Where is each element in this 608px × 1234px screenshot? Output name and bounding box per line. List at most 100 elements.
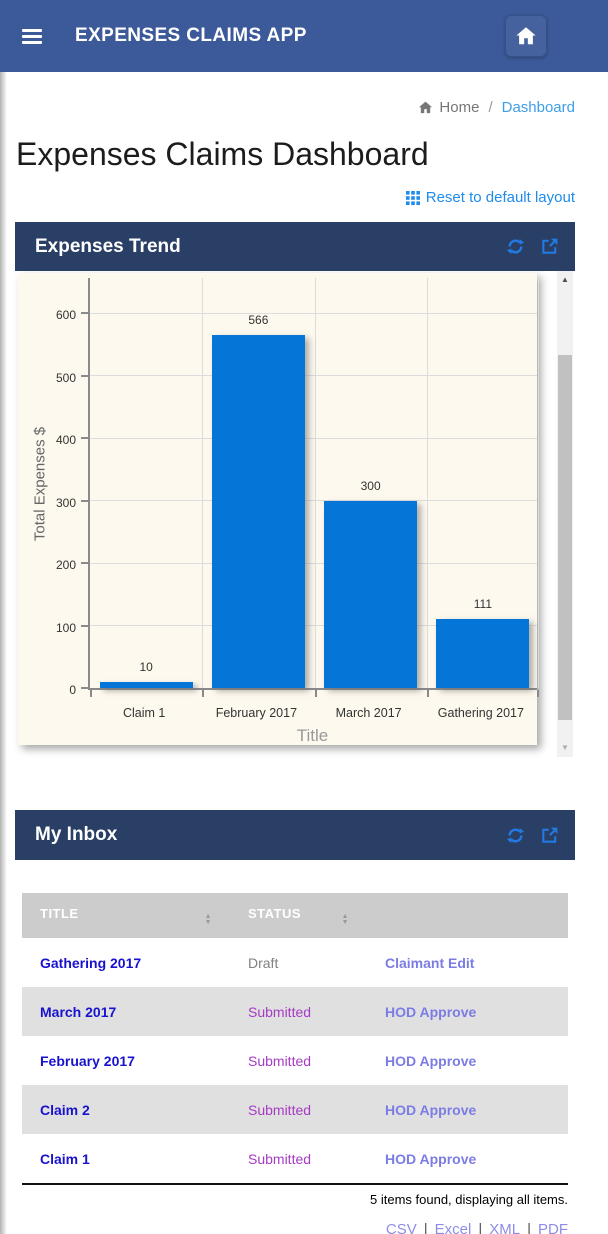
x-category-label: Claim 1 xyxy=(122,706,166,720)
expenses-trend-panel: Expenses Trend Total Expenses $ 10 566 300… xyxy=(15,222,575,757)
gridline-vertical xyxy=(314,278,316,688)
export-link-excel[interactable]: Excel xyxy=(434,1221,472,1234)
claim-title-link[interactable]: Claim 1 xyxy=(40,1150,90,1167)
table-header-row: TITLE ▲ ▼ STATUS ▲ ▼ xyxy=(22,893,568,938)
y-tick-mark xyxy=(81,562,88,565)
export-link-xml[interactable]: XML xyxy=(489,1221,521,1234)
my-inbox-header: My Inbox xyxy=(15,810,575,860)
sort-icon[interactable]: ▲ ▼ xyxy=(341,912,349,926)
y-tick-mark xyxy=(81,499,88,502)
gridline-horizontal xyxy=(90,625,537,627)
status-cell: Draft xyxy=(230,938,367,987)
chart-bar[interactable] xyxy=(99,681,193,688)
status-badge: Draft xyxy=(248,954,279,971)
chart-area: Total Expenses $ 10 566 300 111 0 100 200 300 4… xyxy=(18,273,539,745)
page-title: Expenses Claims Dashboard xyxy=(16,136,429,172)
title-cell: March 2017 xyxy=(22,987,230,1036)
x-axis-title: Title xyxy=(296,726,329,745)
action-link[interactable]: HOD Approve xyxy=(385,1101,477,1118)
x-tick-mark xyxy=(537,690,539,697)
y-tick-mark xyxy=(81,624,88,627)
scrollbar-down-icon[interactable]: ▼ xyxy=(561,743,569,752)
x-category-label: February 2017 xyxy=(215,706,298,720)
y-tick-label: 100 xyxy=(55,620,76,635)
y-tick-label: 200 xyxy=(55,558,76,573)
y-tick-mark xyxy=(81,687,88,689)
claim-title-link[interactable]: Gathering 2017 xyxy=(40,954,142,971)
status-cell: Submitted xyxy=(230,1036,367,1085)
reset-layout-link[interactable]: Reset to default layout xyxy=(405,189,575,206)
expenses-trend-title: Expenses Trend xyxy=(35,235,181,257)
export-links: CSV | Excel | XML | PDF xyxy=(22,1221,568,1234)
scrollbar-thumb[interactable] xyxy=(558,355,572,720)
expenses-trend-header: Expenses Trend xyxy=(15,222,575,271)
refresh-icon[interactable] xyxy=(506,237,525,256)
title-cell: Gathering 2017 xyxy=(22,938,230,987)
action-link[interactable]: HOD Approve xyxy=(385,1003,477,1020)
status-badge: Submitted xyxy=(248,1003,312,1020)
grid-icon xyxy=(405,190,420,205)
table-row: February 2017 Submitted HOD Approve xyxy=(22,1036,568,1085)
breadcrumb-current[interactable]: Dashboard xyxy=(501,99,575,116)
gridline-vertical xyxy=(538,278,539,688)
scrollbar-up-icon[interactable]: ▲ xyxy=(561,275,569,284)
y-tick-label: 0 xyxy=(69,683,76,697)
menu-icon[interactable] xyxy=(22,28,42,44)
gridline-vertical xyxy=(426,278,428,688)
chart-scrollbar[interactable]: ▲ ▼ xyxy=(557,271,573,757)
expenses-trend-chart: Total Expenses $ 10 566 300 111 0 100 200 300 4… xyxy=(15,271,575,757)
title-cell: Claim 1 xyxy=(22,1134,230,1183)
status-cell: Submitted xyxy=(230,1085,367,1134)
status-cell: Submitted xyxy=(230,987,367,1036)
refresh-icon[interactable] xyxy=(506,826,525,845)
action-link[interactable]: HOD Approve xyxy=(385,1052,477,1069)
gridline-horizontal xyxy=(90,500,537,502)
chart-bar[interactable] xyxy=(211,334,305,688)
table-footer-rule xyxy=(22,1183,568,1185)
y-tick-mark xyxy=(81,374,88,377)
action-link[interactable]: HOD Approve xyxy=(385,1150,477,1167)
x-tick-mark xyxy=(426,690,429,697)
x-tick-mark xyxy=(314,690,317,697)
external-link-icon[interactable] xyxy=(540,237,559,256)
y-tick-label: 400 xyxy=(55,433,76,448)
y-tick-label: 600 xyxy=(55,308,76,323)
table-row: Claim 2 Submitted HOD Approve xyxy=(22,1085,568,1134)
status-badge: Submitted xyxy=(248,1150,312,1167)
export-link-csv[interactable]: CSV xyxy=(385,1221,417,1234)
sort-icon[interactable]: ▲ ▼ xyxy=(204,912,212,926)
x-category-label: March 2017 xyxy=(335,706,402,720)
action-link[interactable]: Claimant Edit xyxy=(385,954,475,971)
items-summary: 5 items found, displaying all items. xyxy=(370,1192,568,1207)
breadcrumb-home[interactable]: Home xyxy=(439,99,480,116)
status-cell: Submitted xyxy=(230,1134,367,1183)
column-header-status[interactable]: STATUS ▲ ▼ xyxy=(230,893,367,938)
bar-value-label: 566 xyxy=(248,312,269,327)
column-header-title[interactable]: TITLE ▲ ▼ xyxy=(22,893,230,938)
export-separator: | xyxy=(478,1221,483,1234)
x-category-label: Gathering 2017 xyxy=(437,706,524,720)
bar-value-label: 300 xyxy=(360,478,381,493)
reset-layout-label: Reset to default layout xyxy=(425,189,575,206)
chart-bar[interactable] xyxy=(436,618,530,688)
claim-title-link[interactable]: March 2017 xyxy=(40,1003,117,1020)
home-button[interactable] xyxy=(505,15,547,57)
title-cell: February 2017 xyxy=(22,1036,230,1085)
bar-value-label: 10 xyxy=(139,659,153,674)
claim-title-link[interactable]: Claim 2 xyxy=(40,1101,90,1118)
y-tick-mark xyxy=(81,312,88,315)
table-row: March 2017 Submitted HOD Approve xyxy=(22,987,568,1036)
external-link-icon[interactable] xyxy=(540,826,559,845)
export-separator: | xyxy=(527,1221,531,1234)
my-inbox-title: My Inbox xyxy=(35,824,118,845)
export-link-pdf[interactable]: PDF xyxy=(538,1221,568,1234)
chart-bar[interactable] xyxy=(324,500,418,688)
status-badge: Submitted xyxy=(248,1052,312,1069)
title-cell: Claim 2 xyxy=(22,1085,230,1134)
claim-title-link[interactable]: February 2017 xyxy=(40,1052,135,1069)
gridline-vertical xyxy=(202,278,204,688)
status-badge: Submitted xyxy=(248,1101,312,1118)
gridline-horizontal xyxy=(90,312,537,314)
inbox-table: TITLE ▲ ▼ STATUS ▲ ▼ xyxy=(22,893,568,1183)
x-tick-mark xyxy=(90,690,92,697)
